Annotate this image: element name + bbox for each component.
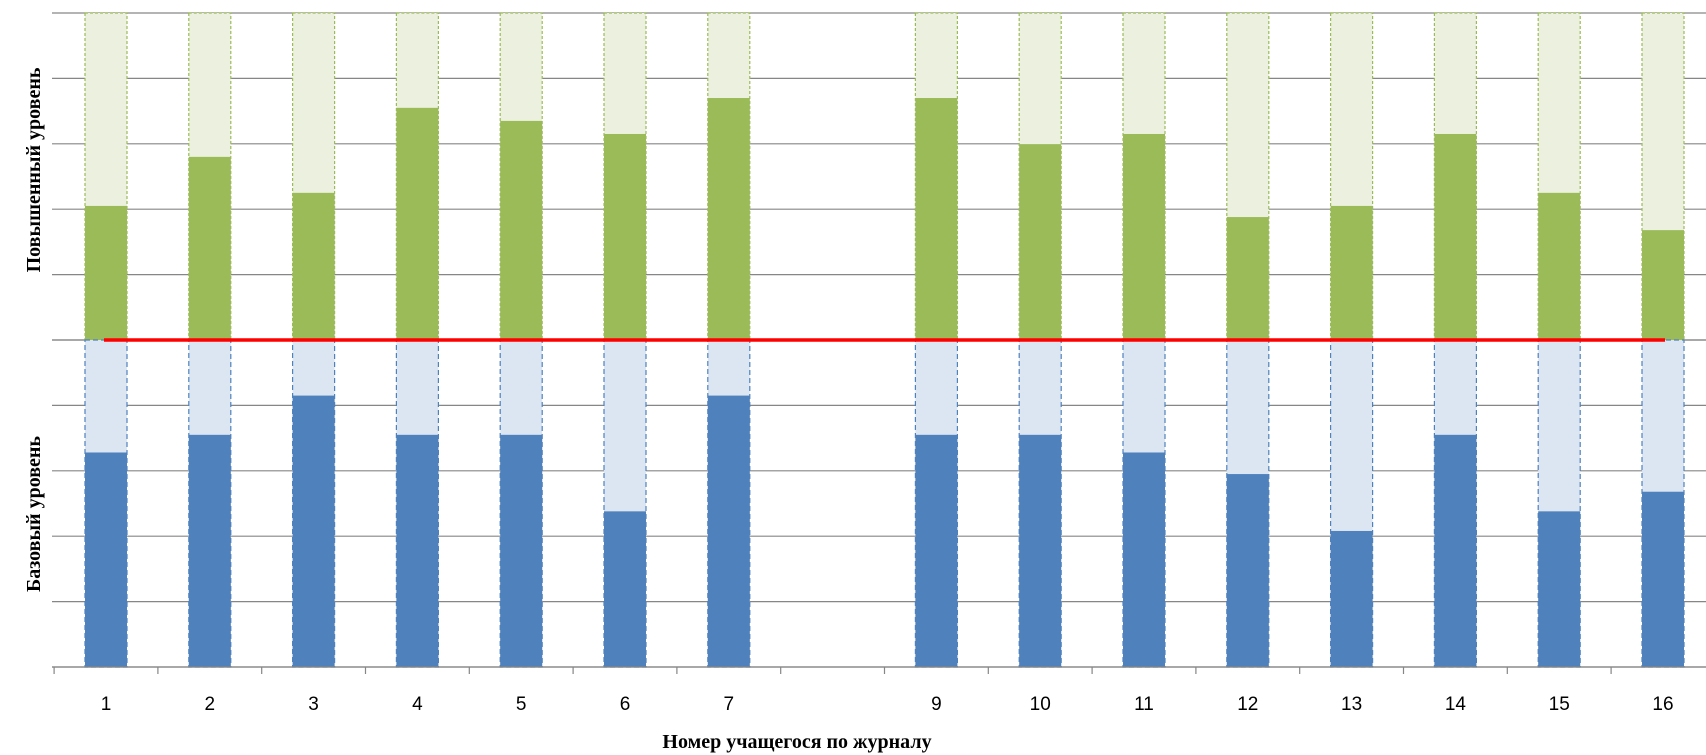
upper-bar: [1226, 217, 1269, 340]
lower-bar: [188, 434, 231, 667]
x-tick-label: 7: [724, 694, 735, 715]
lower-bar: [1538, 511, 1581, 667]
upper-bar: [396, 107, 439, 340]
lower-bar: [292, 395, 335, 667]
x-tick-label: 14: [1445, 694, 1467, 715]
upper-bar: [1642, 230, 1684, 340]
lower-bar: [396, 434, 439, 667]
upper-bar: [188, 156, 231, 340]
x-tick-label: 10: [1030, 694, 1051, 715]
upper-bar: [604, 133, 646, 340]
upper-bar: [1434, 133, 1477, 340]
x-tick-label: 12: [1237, 694, 1258, 715]
upper-bar: [292, 192, 335, 340]
upper-bar: [1538, 192, 1581, 340]
x-tick-label: 4: [412, 694, 423, 715]
lower-bar: [1330, 530, 1373, 667]
x-tick-label: 11: [1134, 694, 1154, 715]
lower-bar: [1123, 452, 1165, 667]
lower-bar: [1226, 474, 1269, 667]
upper-bar: [707, 98, 750, 341]
x-tick-label: 1: [101, 694, 112, 715]
lower-panel-title: Базовый уровень: [23, 436, 45, 592]
lower-bar: [500, 434, 543, 667]
x-tick-labels: 1 2 3 4 5 6 7 9 10 11 12 13 14 15 16: [101, 694, 1674, 715]
x-tick-label: 15: [1549, 694, 1570, 715]
lower-bar: [915, 434, 958, 667]
x-tick-label: 6: [620, 694, 631, 715]
bars: [84, 12, 1685, 668]
upper-bar: [85, 205, 127, 340]
upper-bar: [1019, 144, 1062, 340]
lower-bar: [707, 395, 750, 667]
x-tick-label: 9: [931, 694, 942, 715]
x-axis: [52, 666, 1706, 674]
upper-bar: [500, 120, 543, 340]
lower-bar: [85, 452, 127, 667]
lower-bar: [604, 511, 646, 667]
upper-panel-title: Повышенный уровень: [23, 67, 45, 272]
upper-bar: [1330, 205, 1373, 340]
x-tick-label: 13: [1341, 694, 1362, 715]
x-axis-title: Номер учащегося по журналу: [662, 731, 931, 753]
x-tick-label: 5: [516, 694, 527, 715]
lower-bar: [1019, 434, 1062, 667]
x-tick-label: 3: [308, 694, 319, 715]
x-tick-label: 16: [1652, 694, 1673, 715]
x-tick-label: 2: [205, 694, 216, 715]
upper-bar: [915, 98, 958, 341]
upper-bar: [1123, 133, 1165, 340]
lower-bar: [1642, 491, 1684, 667]
lower-bar: [1434, 434, 1477, 667]
